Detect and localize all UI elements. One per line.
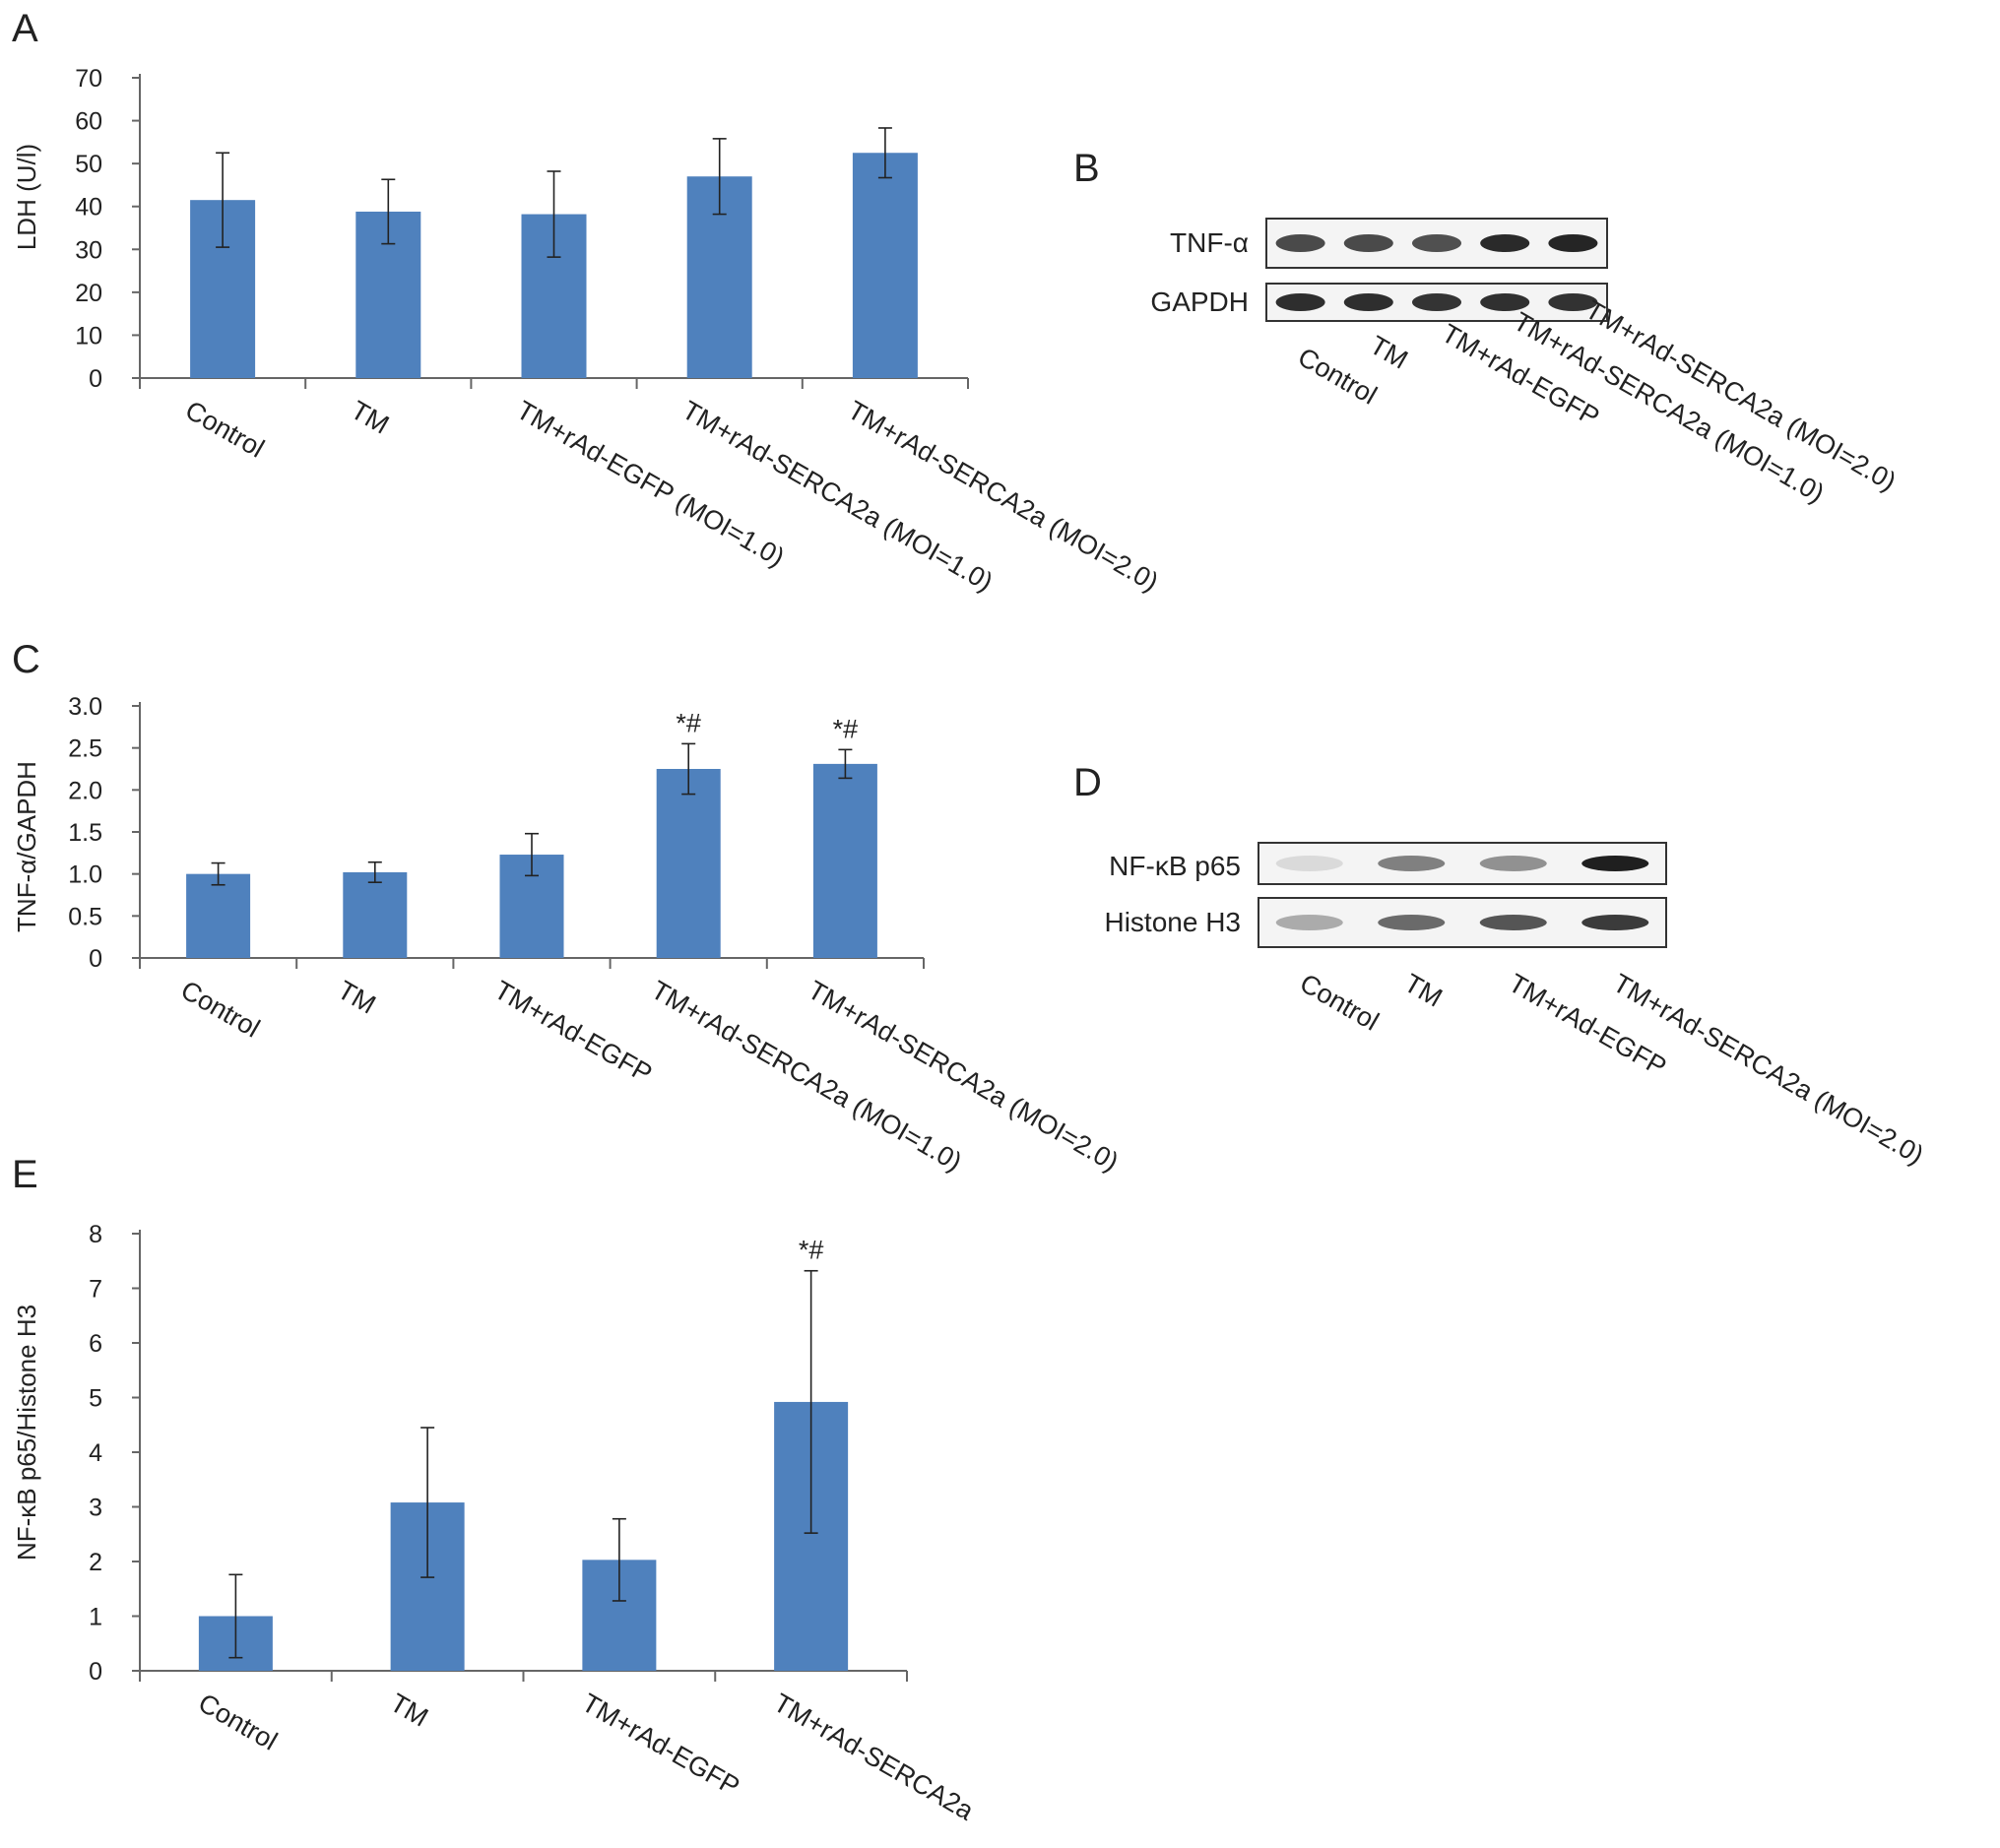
panel-letter-e: E <box>12 1153 38 1196</box>
y-tick-label: 5 <box>89 1385 102 1413</box>
western-blot-d: NF-κB p65 Histone H3 Control TM TM+rAd-EGF… <box>1104 842 1929 1170</box>
blot-band <box>1343 234 1393 252</box>
blot-band <box>1548 234 1598 252</box>
blot-band <box>1343 293 1393 311</box>
x-category-label: TM+rAd-SERCA2a (MOI=1.0) <box>646 975 967 1177</box>
blot-band <box>1581 856 1649 871</box>
blot-d-row-label-histone: Histone H3 <box>1104 907 1241 937</box>
x-category-label: Control <box>193 1688 282 1756</box>
y-tick-label: 4 <box>89 1439 102 1467</box>
y-tick-label: 60 <box>75 108 102 136</box>
blot-band <box>1275 856 1343 871</box>
bar <box>812 763 877 958</box>
panel-letter-b: B <box>1073 147 1100 190</box>
panel-letter-a: A <box>12 7 38 50</box>
blot-lane-label: Control <box>1295 968 1384 1037</box>
x-category-label: TM+rAd-EGFP (MOI=1.0) <box>512 395 790 572</box>
x-category-label: TM <box>346 395 394 439</box>
blot-band <box>1479 856 1547 871</box>
x-category-label: TM+rAd-SERCA2a (MOI=2.0) <box>803 975 1124 1177</box>
panel-letter-c: C <box>12 638 40 681</box>
significance-marker: *# <box>833 714 859 743</box>
y-axis-label: LDH (U/l) <box>12 144 41 250</box>
blot-lane-label: TM <box>1399 968 1448 1012</box>
blot-band <box>1581 915 1649 930</box>
y-tick-label: 0 <box>89 945 102 973</box>
significance-marker: *# <box>676 708 701 737</box>
y-axis-label: TNF-α/GAPDH <box>12 761 41 932</box>
chart-panel-c: 0 0.5 1.0 1.5 2.0 2.5 3.0 TNF-α/GAPDH Control TM T… <box>12 693 1124 1177</box>
significance-marker: *# <box>799 1236 824 1265</box>
y-tick-label: 2.5 <box>68 735 102 763</box>
y-tick-label: 30 <box>75 236 102 264</box>
bar <box>656 769 721 958</box>
blot-b-row-label-gapdh: GAPDH <box>1150 287 1249 317</box>
chart-panel-e: 0 1 2 3 4 5 6 7 8 NF-κB p65/Histone H3 Control TM TM… <box>12 1221 980 1826</box>
y-tick-label: 3 <box>89 1495 102 1522</box>
y-tick-label: 7 <box>89 1276 102 1304</box>
y-tick-label: 2 <box>89 1549 102 1576</box>
blot-b-row-label-tnf: TNF-α <box>1170 227 1249 258</box>
x-category-label: TM <box>333 975 381 1019</box>
y-tick-label: 0 <box>89 365 102 393</box>
blot-band <box>1548 293 1598 311</box>
y-tick-label: 50 <box>75 151 102 178</box>
y-tick-label: 6 <box>89 1330 102 1358</box>
blot-band <box>1275 915 1343 930</box>
blot-band <box>1275 234 1325 252</box>
x-category-label: TM+rAd-SERCA2a (MOI=2.0) <box>843 395 1164 597</box>
blot-band <box>1480 293 1530 311</box>
y-tick-label: 1 <box>89 1604 102 1631</box>
x-category-label: TM+rAd-SERCA2a <box>769 1688 980 1826</box>
blot-lane-label: TM <box>1365 330 1413 374</box>
y-tick-label: 3.0 <box>68 693 102 721</box>
bar <box>852 153 918 378</box>
blot-band <box>1378 915 1446 930</box>
blot-band <box>1412 234 1461 252</box>
y-tick-label: 8 <box>89 1221 102 1248</box>
y-tick-label: 1.0 <box>68 861 102 889</box>
y-tick-label: 0.5 <box>68 903 102 930</box>
x-category-label: TM+rAd-SERCA2a (MOI=1.0) <box>677 395 999 597</box>
bar <box>343 871 408 958</box>
x-category-label: Control <box>180 395 269 464</box>
panel-letter-d: D <box>1073 761 1102 804</box>
blot-band <box>1479 915 1547 930</box>
y-tick-label: 40 <box>75 194 102 222</box>
y-tick-label: 1.5 <box>68 819 102 847</box>
y-tick-label: 2.0 <box>68 777 102 804</box>
x-category-label: TM+rAd-EGFP <box>577 1688 744 1802</box>
blot-band <box>1412 293 1461 311</box>
chart-panel-a: 0 10 20 30 40 50 60 70 LDH (U/l) Control TM TM+rAd-… <box>12 65 1163 597</box>
y-axis-label: NF-κB p65/Histone H3 <box>12 1305 41 1561</box>
y-tick-label: 20 <box>75 280 102 307</box>
blot-band <box>1275 293 1325 311</box>
y-tick-label: 0 <box>89 1658 102 1686</box>
blot-band <box>1378 856 1446 871</box>
blot-d-row-label-nfkb: NF-κB p65 <box>1109 851 1241 881</box>
blot-band <box>1480 234 1530 252</box>
x-category-label: Control <box>176 975 265 1044</box>
y-tick-label: 70 <box>75 65 102 93</box>
bar <box>186 873 251 958</box>
x-category-label: TM <box>385 1688 433 1732</box>
x-category-label: TM+rAd-EGFP <box>489 975 657 1089</box>
y-tick-label: 10 <box>75 322 102 350</box>
